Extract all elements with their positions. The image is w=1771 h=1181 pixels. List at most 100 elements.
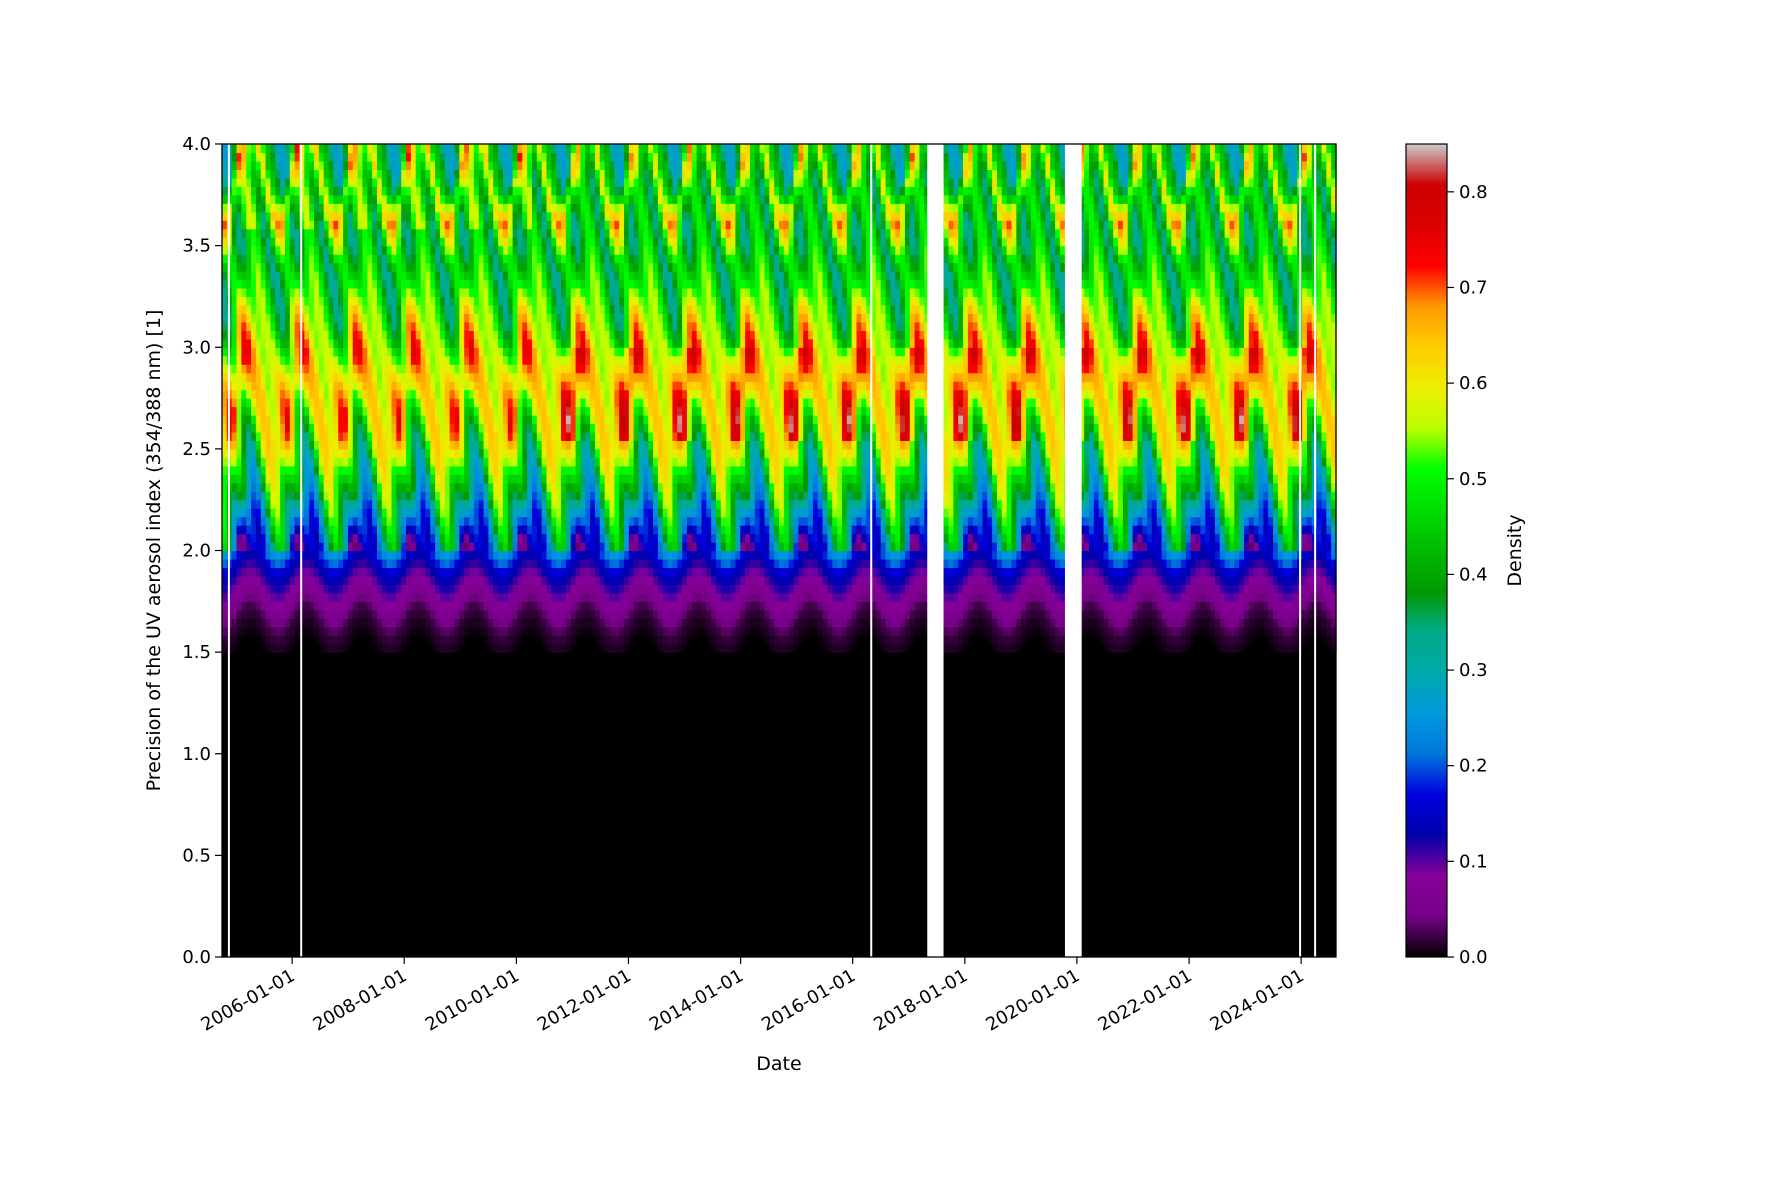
heatmap-cell [531,347,538,357]
heatmap-cell [314,144,320,154]
heatmap-cell [478,347,485,357]
heatmap-cell [270,304,276,314]
heatmap-cell [561,465,567,475]
heatmap-cell [561,440,567,450]
heatmap-cell [561,482,567,492]
heatmap-cell [410,482,417,492]
heatmap-cell [357,194,364,204]
heatmap-cell [231,482,238,492]
heatmap-cell [522,186,528,196]
heatmap-cell [590,347,596,357]
heatmap-cell [352,431,359,442]
heatmap-cell [594,304,601,314]
heatmap-cell [406,499,412,509]
heatmap-cell [590,542,596,552]
heatmap-cell [236,313,242,323]
heatmap-cell [241,592,247,602]
heatmap-cell [420,465,427,475]
heatmap-cell [246,211,252,221]
heatmap-cell [488,304,494,314]
heatmap-cell [343,313,349,323]
heatmap-cell [551,296,557,306]
heatmap-cell [284,584,291,594]
heatmap-cell [222,355,228,365]
heatmap-cell [551,381,557,391]
heatmap-cell [294,592,301,602]
heatmap-cell [522,271,528,281]
heatmap-cell [594,262,601,272]
heatmap-cell [251,186,257,196]
heatmap-cell [444,474,451,484]
heatmap-cell [556,398,562,408]
heatmap-cell [260,262,267,272]
heatmap-cell [362,296,368,306]
heatmap-cell [251,330,257,340]
heatmap-cell [478,626,485,636]
heatmap-cell [231,160,238,171]
heatmap-cell [565,448,572,458]
heatmap-cell [381,211,388,221]
heatmap-cell [444,347,451,357]
heatmap-cell [294,169,301,179]
heatmap-cell [473,592,480,602]
heatmap-cell [624,567,630,577]
heatmap-cell [231,626,238,636]
heatmap-cell [604,228,611,238]
heatmap-cell [512,431,519,442]
heatmap-cell [502,160,509,171]
heatmap-cell [299,499,305,509]
heatmap-cell [522,144,528,154]
heatmap-cell [251,423,257,433]
heatmap-cell [527,372,533,382]
heatmap-cell [541,448,548,458]
heatmap-cell [323,423,330,433]
heatmap-cell [478,499,485,509]
heatmap-cell [376,245,383,255]
heatmap-cell [599,499,606,509]
heatmap-cell [435,643,441,653]
heatmap-cell [551,626,557,636]
heatmap-cell [241,338,247,348]
heatmap-cell [614,347,620,357]
heatmap-cell [580,415,586,425]
heatmap-cell [454,228,460,238]
heatmap-cell [357,550,364,560]
heatmap-cell [546,313,552,323]
heatmap-cell [294,398,301,408]
heatmap-cell [512,584,519,594]
heatmap-cell [599,220,606,230]
heatmap-cell [512,381,519,391]
heatmap-cell [241,643,247,653]
heatmap-cell [410,567,417,577]
heatmap-cell [396,618,402,628]
heatmap-cell [386,211,393,221]
heatmap-cell [478,508,485,518]
heatmap-cell [304,398,310,408]
heatmap-cell [449,381,456,391]
heatmap-cell [575,330,582,340]
heatmap-cell [251,474,257,484]
heatmap-cell [289,271,296,281]
heatmap-cell [294,423,301,433]
heatmap-cell [599,245,606,255]
heatmap-cell [575,482,582,492]
heatmap-cell [357,626,364,636]
heatmap-cell [381,567,388,577]
heatmap-cell [507,525,514,535]
heatmap-cell [444,516,451,526]
heatmap-cell [304,525,310,535]
heatmap-cell [556,304,562,314]
heatmap-cell [473,542,480,552]
heatmap-cell [367,448,373,458]
heatmap-cell [522,372,528,382]
heatmap-cell [362,643,368,653]
heatmap-cell [318,364,325,374]
heatmap-cell [236,203,242,213]
heatmap-cell [420,474,427,484]
heatmap-cell [391,194,397,204]
heatmap-cell [343,499,349,509]
heatmap-cell [546,448,552,458]
heatmap-cell [498,499,504,509]
heatmap-cell [449,542,456,552]
heatmap-cell [604,313,611,323]
